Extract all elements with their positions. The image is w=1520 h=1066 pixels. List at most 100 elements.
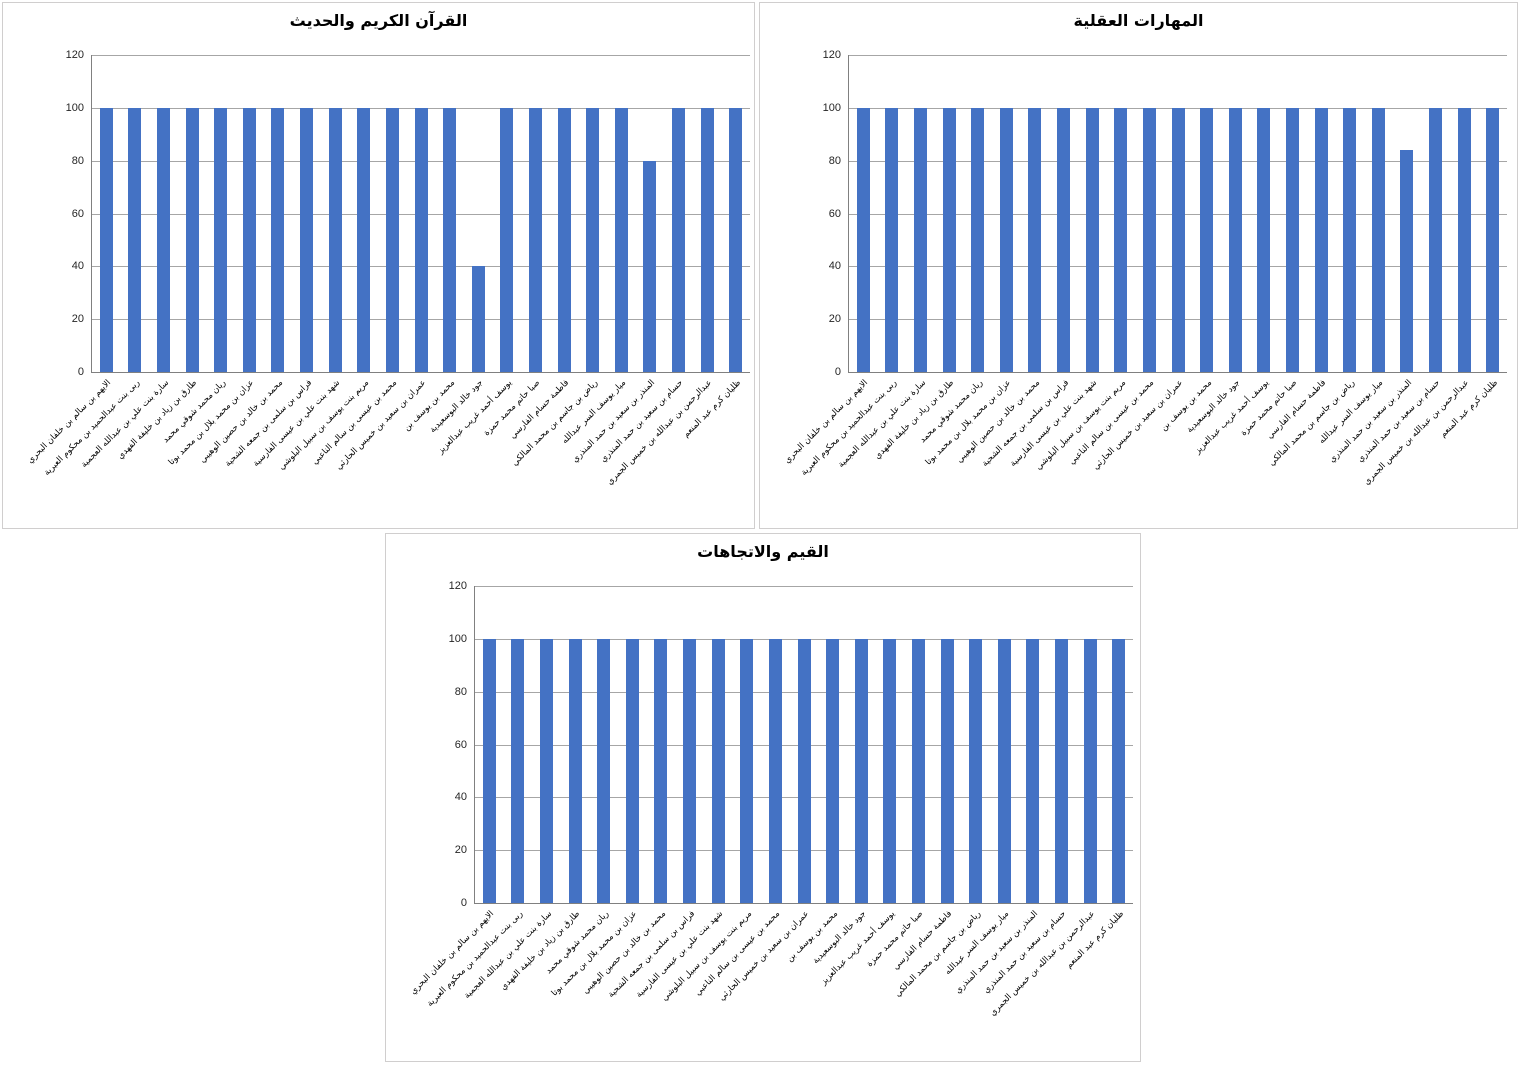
bar <box>300 107 314 372</box>
chart-panel-quran-hadith[interactable]: القرآن الكريم والحديث 0 20 40 60 80 100 120 الا… <box>2 2 755 529</box>
bar <box>385 107 399 372</box>
bar <box>1200 107 1214 372</box>
bar <box>969 638 983 903</box>
bar <box>740 638 754 903</box>
bar <box>700 107 714 372</box>
bar <box>711 638 725 903</box>
bar <box>854 638 868 903</box>
chart-title: المهارات العقلية <box>1073 11 1204 30</box>
y-axis-tick-label: 120 <box>65 49 84 61</box>
bar <box>885 107 899 372</box>
bar <box>1314 107 1328 372</box>
y-axis-tick-label: 20 <box>828 313 841 326</box>
y-axis-tick-label: 80 <box>828 154 841 167</box>
bar <box>557 107 571 372</box>
bar <box>157 107 171 372</box>
y-axis-tick-label: 80 <box>454 685 467 698</box>
bar <box>443 107 457 372</box>
y-axis-tick-label: 60 <box>828 207 841 220</box>
plot-area: 0 20 40 60 80 100 120 الايهم بن سالم بن خلفان ا… <box>783 49 1507 487</box>
bar <box>1114 107 1128 372</box>
y-axis-tick-label: 0 <box>834 366 841 378</box>
bar <box>643 160 657 372</box>
bar <box>1371 107 1385 372</box>
bar <box>99 107 113 372</box>
chart-title: القرآن الكريم والحديث <box>289 11 468 30</box>
plot-area: 0 20 40 60 80 100 120 الايهم بن سالم بن خلفان ا… <box>409 580 1133 1018</box>
bar <box>671 107 685 372</box>
bar <box>1343 107 1357 372</box>
bar <box>242 107 256 372</box>
gridline <box>849 55 1507 56</box>
bar <box>586 107 600 372</box>
bar <box>940 638 954 903</box>
bar <box>1054 638 1068 903</box>
bar <box>214 107 228 372</box>
gridline <box>92 55 750 56</box>
y-axis-tick-label: 0 <box>460 897 467 909</box>
bar <box>328 107 342 372</box>
bar <box>1285 107 1299 372</box>
y-axis-tick-label: 100 <box>448 632 467 645</box>
y-axis-tick-label: 0 <box>77 366 84 378</box>
bar <box>914 107 928 372</box>
bar <box>826 638 840 903</box>
bar <box>1112 638 1126 903</box>
y-axis-tick-label: 80 <box>71 154 84 167</box>
bar <box>768 638 782 903</box>
plot-area: 0 20 40 60 80 100 120 الايهم بن سالم بن خلفان ا… <box>26 49 750 487</box>
bar <box>856 107 870 372</box>
y-axis-tick-label: 20 <box>454 844 467 857</box>
bar <box>511 638 525 903</box>
gridline <box>475 586 1133 587</box>
bar <box>654 638 668 903</box>
y-axis-tick-label: 100 <box>65 101 84 114</box>
bar <box>683 638 697 903</box>
y-axis-tick-label: 60 <box>454 738 467 751</box>
bar <box>1228 107 1242 372</box>
bar <box>942 107 956 372</box>
chart-title: القيم والاتجاهات <box>697 542 829 561</box>
bar <box>271 107 285 372</box>
bar <box>528 107 542 372</box>
bar <box>1428 107 1442 372</box>
chart-panel-mental-skills[interactable]: المهارات العقلية 0 20 40 60 80 100 120 الايهم ب… <box>759 2 1518 529</box>
bar <box>471 266 485 372</box>
bar <box>414 107 428 372</box>
bar <box>911 638 925 903</box>
bar <box>1142 107 1156 372</box>
bar <box>625 638 639 903</box>
y-axis-tick-label: 20 <box>71 313 84 326</box>
bar <box>1083 638 1097 903</box>
bar <box>1026 638 1040 903</box>
bar <box>1457 107 1471 372</box>
y-axis-tick-label: 40 <box>454 791 467 804</box>
bar <box>883 638 897 903</box>
y-axis-tick-label: 40 <box>828 260 841 273</box>
bar <box>1257 107 1271 372</box>
bar <box>597 638 611 903</box>
bar <box>540 638 554 903</box>
y-axis-tick-label: 60 <box>71 207 84 220</box>
y-axis-tick-label: 100 <box>822 101 841 114</box>
y-axis-tick-label: 120 <box>822 49 841 61</box>
bar <box>1400 150 1414 372</box>
bar <box>1171 107 1185 372</box>
y-axis-tick-label: 40 <box>71 260 84 273</box>
bar <box>482 638 496 903</box>
bar <box>568 638 582 903</box>
bar <box>797 638 811 903</box>
bar <box>500 107 514 372</box>
bar <box>997 638 1011 903</box>
bar <box>1085 107 1099 372</box>
bar <box>185 107 199 372</box>
bar <box>1486 107 1500 372</box>
bar <box>1028 107 1042 372</box>
y-axis-tick-label: 120 <box>448 580 467 592</box>
bar <box>614 107 628 372</box>
bar <box>729 107 743 372</box>
bar <box>1057 107 1071 372</box>
chart-panel-values-attitudes[interactable]: القيم والاتجاهات 0 20 40 60 80 100 120 الايهم ب… <box>385 533 1141 1062</box>
bar <box>999 107 1013 372</box>
bar <box>971 107 985 372</box>
